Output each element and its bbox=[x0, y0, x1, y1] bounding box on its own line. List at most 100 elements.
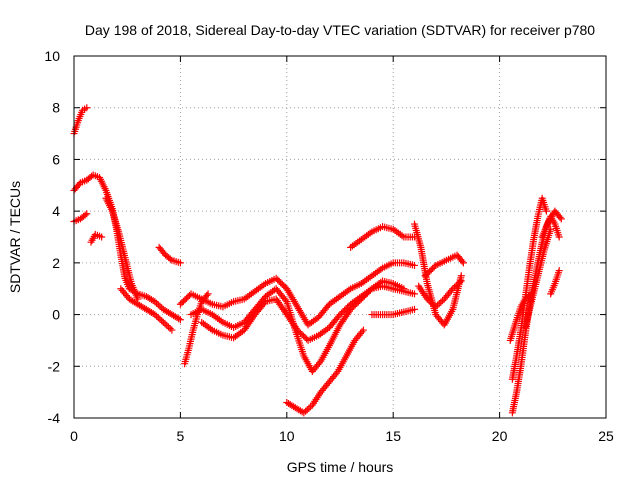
data-series-arc-21 bbox=[521, 225, 555, 331]
y-tick-label: -4 bbox=[48, 410, 61, 426]
data-series-arc-4 bbox=[87, 230, 106, 246]
data-point bbox=[423, 295, 431, 303]
data-point bbox=[426, 267, 434, 275]
x-tick-label: 10 bbox=[279, 428, 295, 444]
data-series-arc-17 bbox=[415, 277, 465, 311]
data-point bbox=[154, 301, 162, 309]
data-point bbox=[439, 297, 447, 305]
data-series-arc-6 bbox=[117, 285, 176, 334]
data-point bbox=[336, 311, 344, 319]
data-point bbox=[437, 298, 445, 306]
data-point bbox=[557, 215, 565, 223]
data-point bbox=[277, 279, 285, 287]
data-point bbox=[410, 305, 418, 313]
data-point bbox=[83, 104, 91, 112]
y-tick-label: 4 bbox=[52, 203, 60, 219]
data-point bbox=[542, 207, 550, 215]
y-tick-label: 0 bbox=[52, 307, 60, 323]
data-point bbox=[423, 270, 431, 278]
data-point bbox=[432, 303, 440, 311]
data-point bbox=[293, 326, 301, 334]
data-point bbox=[168, 326, 176, 334]
data-point bbox=[163, 321, 171, 329]
data-point bbox=[302, 407, 310, 415]
data-point bbox=[300, 332, 308, 340]
data-point bbox=[555, 267, 563, 275]
y-tick-label: 2 bbox=[52, 255, 60, 271]
data-point bbox=[176, 300, 184, 308]
plot-frame bbox=[73, 55, 607, 419]
data-series-arc-19 bbox=[508, 194, 550, 383]
data-point bbox=[427, 266, 435, 274]
data-series-arc-20 bbox=[506, 290, 536, 344]
data-series-arc-14 bbox=[368, 305, 418, 319]
data-point bbox=[556, 213, 564, 221]
data-point bbox=[303, 406, 311, 414]
data-point bbox=[433, 301, 441, 309]
data-point bbox=[153, 312, 161, 320]
chart-title: Day 198 of 2018, Sidereal Day-to-day VTE… bbox=[85, 22, 595, 38]
data-point bbox=[359, 326, 367, 334]
data-point bbox=[452, 282, 460, 290]
data-point bbox=[296, 329, 304, 337]
axis-ticks: 0 5 10 15 20 25 -4 -2 0 2 4 6 8 10 bbox=[44, 48, 614, 444]
data-point bbox=[175, 315, 183, 323]
data-point bbox=[358, 328, 366, 336]
y-tick-label: -2 bbox=[48, 358, 61, 374]
data-point bbox=[315, 359, 323, 367]
data-point bbox=[176, 316, 184, 324]
data-point bbox=[156, 315, 164, 323]
data-point bbox=[179, 297, 187, 305]
data-point bbox=[153, 299, 161, 307]
data-point bbox=[305, 404, 313, 412]
data-point bbox=[164, 323, 172, 331]
data-point bbox=[176, 259, 184, 267]
data-point bbox=[342, 305, 350, 313]
data-point bbox=[184, 293, 192, 301]
data-point bbox=[272, 274, 280, 282]
data-point bbox=[341, 306, 349, 314]
data-series-arc-13 bbox=[347, 223, 418, 251]
data-series-arc-22 bbox=[547, 267, 563, 298]
data-series-arc-7 bbox=[155, 243, 184, 267]
data-point bbox=[275, 277, 283, 285]
data-point bbox=[154, 314, 162, 322]
data-point bbox=[332, 369, 340, 377]
data-point bbox=[450, 283, 458, 291]
data-point bbox=[182, 294, 190, 302]
grid-lines bbox=[74, 56, 606, 418]
data-point bbox=[161, 320, 169, 328]
data-point bbox=[454, 280, 462, 288]
x-tick-label: 0 bbox=[70, 428, 78, 444]
data-point bbox=[98, 233, 106, 241]
data-point bbox=[428, 300, 436, 308]
data-points bbox=[70, 104, 565, 417]
data-point bbox=[427, 298, 435, 306]
data-point bbox=[204, 290, 212, 298]
data-point bbox=[83, 210, 91, 218]
data-point bbox=[300, 409, 308, 417]
data-point bbox=[424, 269, 432, 277]
data-point bbox=[339, 308, 347, 316]
data-point bbox=[181, 296, 189, 304]
y-axis-label: SDTVAR / TECUs bbox=[7, 181, 23, 293]
data-point bbox=[338, 309, 346, 317]
data-point bbox=[151, 298, 159, 306]
y-tick-label: 10 bbox=[44, 48, 60, 64]
data-point bbox=[421, 272, 429, 280]
data-point bbox=[456, 279, 464, 287]
y-tick-label: 8 bbox=[52, 100, 60, 116]
y-tick-label: 6 bbox=[52, 151, 60, 167]
data-point bbox=[158, 317, 166, 325]
data-point bbox=[166, 325, 174, 333]
x-tick-label: 20 bbox=[492, 428, 508, 444]
data-point bbox=[81, 211, 89, 219]
data-point bbox=[555, 233, 563, 241]
data-point bbox=[430, 263, 438, 271]
data-point bbox=[344, 303, 352, 311]
data-series-arc-12 bbox=[283, 326, 367, 417]
data-point bbox=[278, 280, 286, 288]
data-point bbox=[425, 297, 433, 305]
